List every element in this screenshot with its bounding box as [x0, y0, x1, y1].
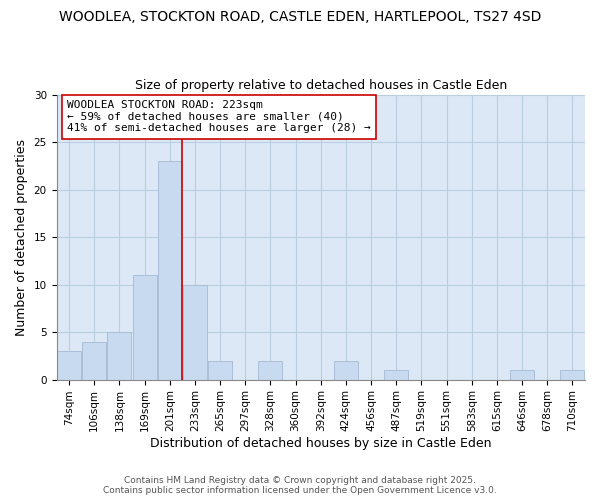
Bar [334, 360, 358, 380]
Bar [107, 332, 131, 380]
Bar [82, 342, 106, 380]
Text: WOODLEA STOCKTON ROAD: 223sqm
← 59% of detached houses are smaller (40)
41% of s: WOODLEA STOCKTON ROAD: 223sqm ← 59% of d… [67, 100, 371, 134]
Bar [208, 360, 232, 380]
Bar [133, 275, 157, 380]
Bar [385, 370, 408, 380]
Text: WOODLEA, STOCKTON ROAD, CASTLE EDEN, HARTLEPOOL, TS27 4SD: WOODLEA, STOCKTON ROAD, CASTLE EDEN, HAR… [59, 10, 541, 24]
Title: Size of property relative to detached houses in Castle Eden: Size of property relative to detached ho… [134, 79, 507, 92]
Bar [510, 370, 534, 380]
Bar [158, 161, 182, 380]
X-axis label: Distribution of detached houses by size in Castle Eden: Distribution of detached houses by size … [150, 437, 491, 450]
Bar [259, 360, 283, 380]
Y-axis label: Number of detached properties: Number of detached properties [15, 138, 28, 336]
Bar [183, 284, 207, 380]
Bar [560, 370, 584, 380]
Bar [57, 351, 81, 380]
Text: Contains HM Land Registry data © Crown copyright and database right 2025.
Contai: Contains HM Land Registry data © Crown c… [103, 476, 497, 495]
